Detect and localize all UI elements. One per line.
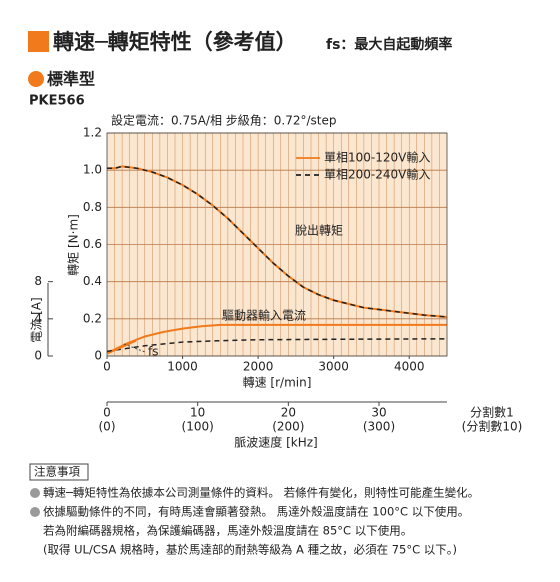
fs-note: fs：最大自起動頻率 (326, 36, 452, 53)
title: 轉速─轉矩特性（參考值） (53, 30, 297, 54)
annotation: 驅動器輸入電流 (222, 308, 306, 323)
y2-tick-label: 4 (34, 311, 42, 325)
y-axis-label: 轉矩 [N·m] (67, 214, 81, 276)
y-tick-label: 0.2 (83, 311, 102, 325)
bullet (30, 488, 40, 498)
title-marker (28, 31, 49, 52)
x2-tick-label-div10: (100) (182, 420, 214, 434)
x2-row-label: (分割數10) (462, 419, 523, 434)
annotation: 脫出轉矩 (295, 223, 343, 238)
notes-heading: 注意事項 (34, 465, 80, 479)
note: (取得 UL/CSA 規格時，基於馬達部的耐熱等級為 A 種之故，必須在 75°… (43, 543, 457, 557)
annotation: fs (148, 345, 158, 359)
y-tick-label: 1.2 (83, 126, 102, 140)
x2-tick-label: 0 (103, 406, 111, 420)
plot-frame (106, 132, 448, 357)
bullet (30, 507, 40, 517)
x-tick-label: 1000 (167, 360, 198, 374)
y2-axis-label: 電流 [A] (30, 297, 44, 342)
x2-axis-label: 脈波速度 [kHz] (234, 435, 317, 450)
x2-tick-label-div10: (200) (272, 420, 304, 434)
y2-tick-label: 8 (34, 274, 42, 288)
note: 轉速─轉矩特性為依據本公司測量條件的資料。 若條件有變化，則特性可能產生變化。 (43, 486, 479, 500)
x2-row-label: 分割數1 (470, 405, 514, 420)
category-marker (28, 71, 44, 87)
note: 依據驅動條件的不同，有時馬達會顯著發熱。 馬達外殼溫度請在 100°C 以下使用… (43, 505, 469, 519)
x2-tick-label-div10: (300) (363, 420, 395, 434)
x-tick-label: 2000 (243, 360, 274, 374)
conditions: 設定電流：0.75A/相 步級角：0.72°/step (111, 113, 337, 128)
x2-tick-label: 30 (371, 406, 386, 420)
note: 若為附編碼器規格，為保護編碼器，馬達外殼溫度請在 85°C 以下使用。 (43, 524, 412, 538)
x-tick-label: 0 (103, 360, 111, 374)
model: PKE566 (29, 94, 85, 109)
legend-label: 單相100-120V輸入 (324, 150, 430, 165)
notes-box (29, 463, 89, 481)
series-line (106, 338, 448, 353)
y-tick-label: 0.8 (83, 200, 102, 214)
fs-line (106, 340, 137, 355)
y-tick-label: 0 (94, 349, 102, 363)
y-tick-label: 0.4 (83, 274, 102, 288)
series-line (106, 323, 447, 355)
x2-tick-label-div10: (0) (99, 420, 116, 434)
x-tick-label: 4000 (394, 360, 425, 374)
y2-tick-label: 0 (34, 349, 42, 363)
x2-tick-label: 10 (190, 406, 205, 420)
y-tick-label: 0.6 (83, 237, 102, 251)
x2-tick-label: 20 (281, 406, 296, 420)
marks (106, 165, 448, 355)
category: 標準型 (47, 70, 95, 89)
series-line (107, 165, 448, 318)
x-axis-label: 轉速 [r/min] (243, 376, 312, 390)
legend-label: 單相200-240V輸入 (324, 167, 430, 182)
x-tick-label: 3000 (318, 360, 349, 374)
y-tick-label: 1.0 (83, 163, 102, 177)
